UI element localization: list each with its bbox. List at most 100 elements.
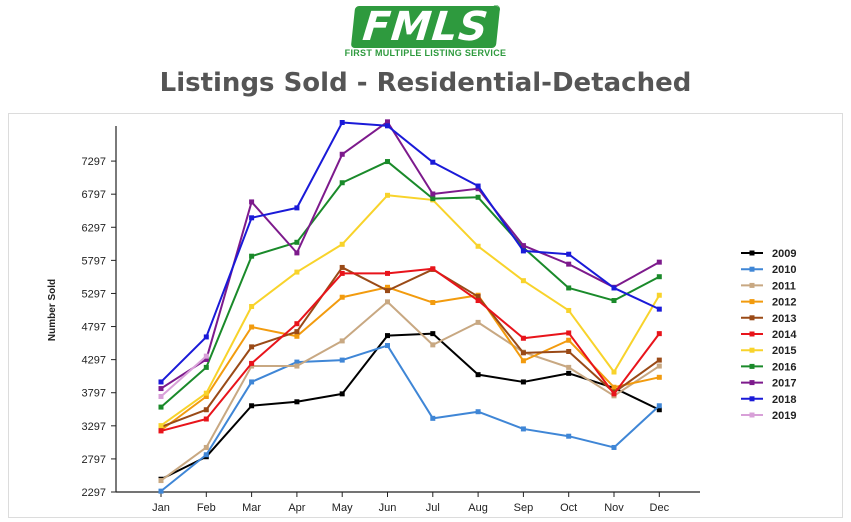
data-point-2014 <box>385 270 390 276</box>
legend-marker-2014 <box>749 331 755 337</box>
data-point-2012 <box>520 358 526 364</box>
y-axis-label: Number Sold <box>47 279 58 341</box>
data-point-2015 <box>520 278 526 284</box>
series-line-2014 <box>160 267 661 432</box>
data-point-2014 <box>520 335 526 341</box>
data-point-2016 <box>656 274 662 280</box>
legend-marker-2009 <box>749 250 755 256</box>
series-line-2019 <box>160 355 207 398</box>
legend-marker-2019 <box>749 412 755 418</box>
legend-marker-2018 <box>749 396 755 402</box>
series-line-2012 <box>160 286 660 432</box>
data-point-2018 <box>203 334 209 340</box>
y-tick-label: 7297 <box>82 156 106 168</box>
data-point-2013 <box>385 288 390 294</box>
legend-marker-2011 <box>749 282 755 288</box>
series-line-2017 <box>160 120 660 390</box>
legend-marker-2015 <box>749 347 755 353</box>
data-point-2018 <box>566 251 572 257</box>
data-point-2015 <box>566 307 572 313</box>
data-point-2016 <box>611 298 617 304</box>
legend-marker-2010 <box>749 266 755 272</box>
data-point-2010 <box>430 415 436 421</box>
data-point-2009 <box>339 391 345 397</box>
data-point-2013 <box>520 350 526 356</box>
x-tick-label: Dec <box>650 502 670 514</box>
legend-label-2013: 2013 <box>772 313 796 325</box>
registered-mark: ® <box>492 4 501 16</box>
data-point-2015 <box>339 241 345 247</box>
series-line-2015 <box>160 194 661 427</box>
data-point-2012 <box>566 337 572 343</box>
legend-label-2017: 2017 <box>772 378 796 390</box>
legend-marker-2016 <box>749 363 755 369</box>
data-point-2009 <box>430 331 436 337</box>
x-tick-label: Sep <box>514 502 534 514</box>
data-point-2016 <box>203 364 209 370</box>
data-point-2011 <box>249 363 255 369</box>
x-tick-label: Oct <box>560 502 577 514</box>
y-tick-label: 4297 <box>82 355 106 367</box>
data-point-2013 <box>566 348 572 354</box>
y-tick-label: 3297 <box>82 421 106 433</box>
data-point-2017 <box>339 151 345 157</box>
series-line-2011 <box>160 300 660 482</box>
data-point-2009 <box>566 370 572 376</box>
data-point-2011 <box>339 338 345 344</box>
data-point-2016 <box>249 253 255 259</box>
x-tick-label: Jul <box>426 502 440 514</box>
data-point-2009 <box>475 372 481 378</box>
data-point-2010 <box>611 444 617 450</box>
data-point-2018 <box>158 379 164 385</box>
data-point-2011 <box>203 444 209 450</box>
data-point-2012 <box>430 300 436 306</box>
legend-label-2009: 2009 <box>772 248 796 260</box>
data-point-2018 <box>656 306 662 312</box>
data-point-2018 <box>339 120 345 126</box>
x-tick-label: May <box>332 502 353 514</box>
data-point-2011 <box>566 364 572 370</box>
data-point-2016 <box>430 196 436 202</box>
data-point-2013 <box>475 294 481 300</box>
data-point-2010 <box>158 488 164 494</box>
data-point-2016 <box>566 285 572 291</box>
data-point-2014 <box>294 321 300 327</box>
data-point-2011 <box>656 363 662 369</box>
data-point-2010 <box>656 403 662 409</box>
data-point-2017 <box>385 119 390 125</box>
data-point-2009 <box>385 333 390 339</box>
data-point-2010 <box>294 359 300 365</box>
data-point-2018 <box>520 248 526 254</box>
x-tick-label: Nov <box>604 502 624 514</box>
y-tick-label: 2297 <box>82 487 106 499</box>
data-point-2015 <box>294 269 300 275</box>
data-point-2017 <box>430 191 436 197</box>
data-point-2016 <box>385 159 390 165</box>
legend-marker-2012 <box>749 299 755 305</box>
data-point-2016 <box>339 180 345 186</box>
y-tick-label: 6297 <box>82 222 106 234</box>
data-point-2017 <box>249 199 255 205</box>
data-point-2015 <box>611 369 617 375</box>
data-point-2019 <box>158 393 164 399</box>
data-point-2014 <box>475 298 481 304</box>
data-point-2018 <box>294 205 300 211</box>
data-point-2011 <box>294 363 300 369</box>
page-title: Listings Sold - Residential-Detached <box>159 68 692 98</box>
data-point-2015 <box>656 292 662 298</box>
legend-label-2014: 2014 <box>772 329 797 341</box>
data-point-2017 <box>656 259 662 265</box>
data-point-2017 <box>566 261 572 267</box>
legend-label-2010: 2010 <box>772 264 796 276</box>
legend-marker-2017 <box>749 380 755 386</box>
data-point-2016 <box>158 404 164 410</box>
series-line-2016 <box>160 160 660 408</box>
data-point-2012 <box>249 324 255 330</box>
x-tick-label: Jun <box>379 502 397 514</box>
data-point-2010 <box>385 343 390 349</box>
data-point-2009 <box>294 399 300 405</box>
y-tick-label: 4797 <box>82 322 106 334</box>
data-point-2015 <box>203 390 209 396</box>
data-point-2018 <box>611 285 617 291</box>
